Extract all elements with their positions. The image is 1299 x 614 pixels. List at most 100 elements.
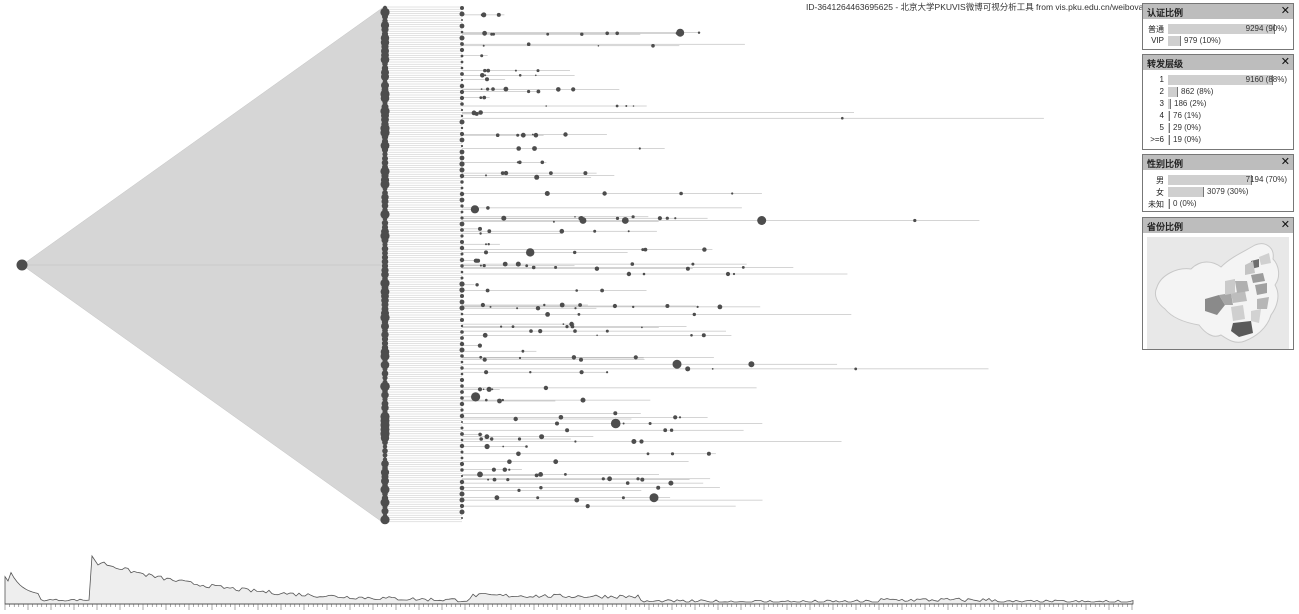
branch-node: [571, 355, 577, 360]
branch-node: [600, 288, 604, 293]
level2-node: [460, 354, 464, 358]
branch-node: [508, 468, 511, 471]
close-icon[interactable]: ✕: [1280, 55, 1290, 68]
branch-node: [575, 289, 578, 292]
branch-node: [486, 386, 492, 392]
branch-node: [656, 485, 661, 490]
branch-node: [641, 326, 643, 329]
branch-node: [691, 262, 695, 266]
weibo-id-header: ID-3641264463695625 - 北京大学PKUVIS微博可视分析工具…: [806, 2, 1144, 12]
stat-label: 2: [1159, 87, 1164, 96]
level2-node: [460, 186, 464, 190]
level1-node: [382, 448, 388, 454]
province-shandong: [1251, 273, 1265, 283]
level2-node: [460, 390, 464, 394]
branch-node: [613, 411, 618, 416]
branch-node: [665, 216, 669, 220]
level2-node: [459, 245, 465, 251]
branch-node: [668, 480, 674, 486]
branch-node: [573, 329, 577, 333]
stat-label: 男: [1156, 176, 1164, 185]
branch-node: [597, 45, 600, 47]
level1-node: [381, 72, 389, 81]
stat-row: 女 3079 (30%): [1143, 186, 1293, 198]
stat-value: 29 (0%): [1173, 123, 1202, 132]
branch-node: [565, 428, 570, 433]
branch-node: [514, 69, 517, 72]
level2-node: [459, 497, 465, 503]
branch-node: [525, 264, 529, 268]
stat-label: VIP: [1151, 36, 1164, 45]
level2-node: [459, 11, 465, 17]
level2-node: [459, 491, 465, 497]
level2-node: [460, 114, 464, 118]
level1-node: [380, 7, 390, 17]
close-icon[interactable]: ✕: [1280, 4, 1290, 17]
branch-node: [640, 477, 645, 482]
branch-node: [484, 74, 487, 77]
china-province-map[interactable]: [1147, 237, 1289, 349]
timeline-histogram[interactable]: [4, 554, 1134, 610]
province-guangdong: [1231, 321, 1253, 337]
close-icon[interactable]: ✕: [1280, 155, 1290, 168]
level1-node: [381, 507, 389, 515]
stat-row: 3 186 (2%): [1143, 98, 1293, 110]
branch-node: [574, 497, 580, 503]
branch-node: [482, 357, 487, 362]
branch-node: [500, 171, 505, 176]
level1-node: [381, 477, 389, 485]
branch-node: [490, 437, 494, 441]
branch-node: [482, 44, 485, 47]
branch-node: [642, 272, 646, 276]
branch-node: [690, 334, 693, 337]
branch-node: [579, 357, 583, 362]
branch-node: [596, 334, 598, 337]
level2-node: [460, 180, 464, 184]
level2-node: [460, 318, 464, 322]
branch-node: [485, 174, 487, 177]
branch-node: [605, 329, 609, 333]
branch-node: [638, 147, 641, 150]
stat-bar: [1168, 111, 1170, 121]
branch-node: [529, 329, 533, 333]
branch-node: [602, 191, 607, 196]
branch-node: [480, 54, 484, 58]
branch-node: [565, 325, 569, 329]
branch-node: [573, 250, 577, 255]
branch-node: [515, 261, 521, 267]
branch-node: [679, 191, 683, 196]
branch-node: [473, 258, 478, 263]
branch-node: [486, 68, 491, 73]
stat-row: >=6 19 (0%): [1143, 134, 1293, 146]
close-icon[interactable]: ✕: [1280, 218, 1290, 231]
branch-node: [578, 303, 582, 307]
branch-node: [482, 30, 487, 36]
branch-node: [702, 247, 707, 252]
stat-row: 未知 0 (0%): [1143, 198, 1293, 210]
level2-node: [459, 155, 465, 161]
branch-node: [539, 486, 543, 490]
branch-node: [511, 325, 515, 328]
branch-node: [673, 415, 678, 420]
level2-node: [460, 450, 464, 454]
level2-node: [459, 89, 465, 95]
branch-node: [478, 226, 482, 231]
stat-bar: [1168, 99, 1171, 109]
stat-value: 862 (8%): [1181, 87, 1214, 96]
level2-node: [459, 503, 465, 509]
branch-node: [552, 220, 555, 223]
stat-bar: [1168, 24, 1275, 34]
branch-node: [484, 443, 490, 450]
level2-node: [459, 299, 465, 305]
province-hubei: [1231, 291, 1247, 303]
branch-node: [495, 133, 500, 137]
branch-node: [501, 215, 507, 221]
branch-node: [593, 229, 597, 233]
branch-node: [540, 160, 545, 165]
leaf-lines: [385, 6, 462, 522]
branch-node: [516, 146, 521, 151]
branch-node: [621, 217, 629, 224]
level2-node: [460, 294, 464, 298]
branch-node: [486, 206, 490, 210]
